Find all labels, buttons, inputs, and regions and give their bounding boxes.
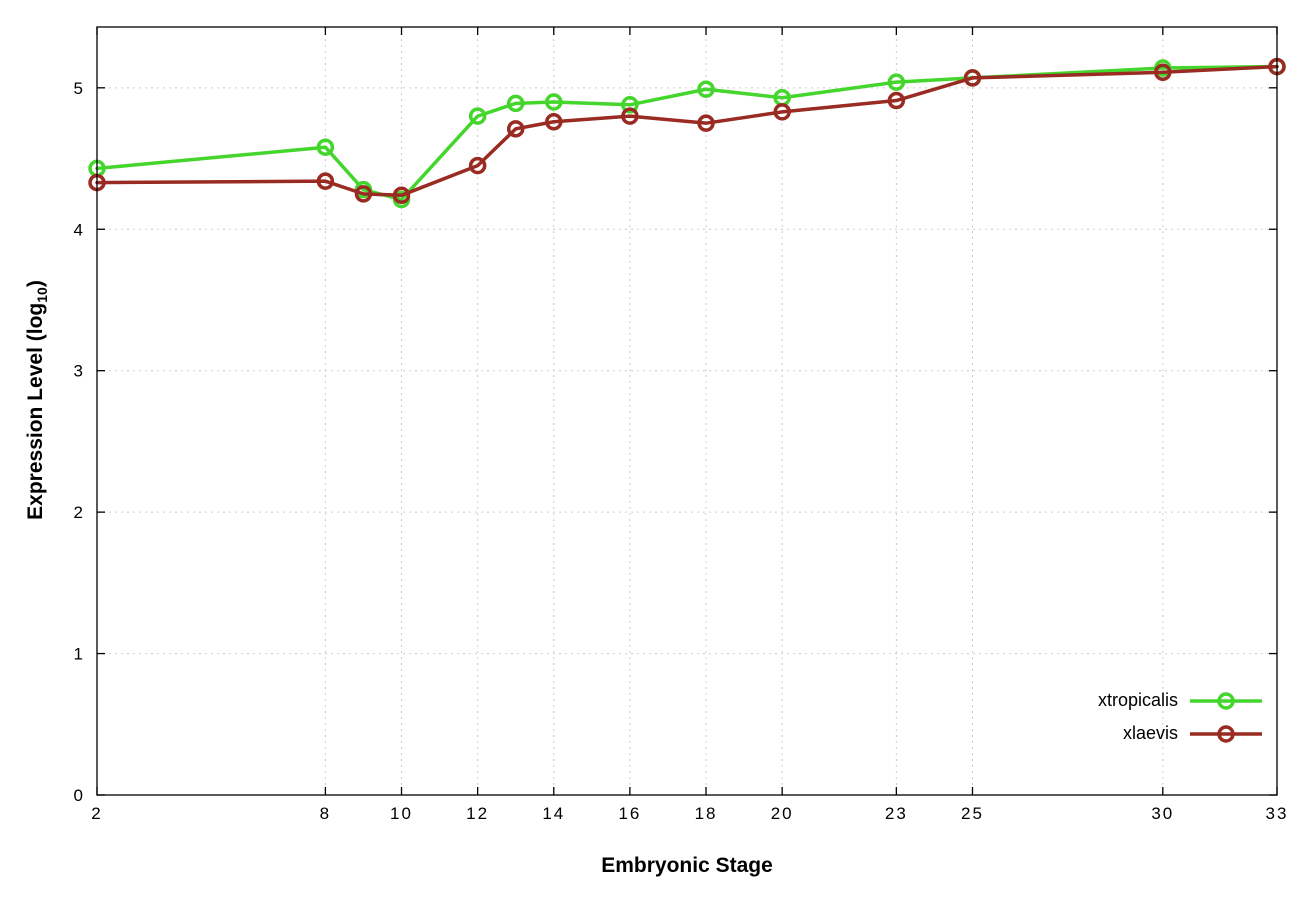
x-tick-label: 8 xyxy=(320,804,331,823)
data-point xyxy=(545,93,563,111)
x-tick-label: 20 xyxy=(771,804,794,823)
x-tick-label: 25 xyxy=(961,804,984,823)
series-line xyxy=(95,64,1279,198)
data-point xyxy=(392,186,411,205)
grid-lines xyxy=(96,27,1278,795)
x-tick-label: 16 xyxy=(618,804,641,823)
legend-label-xlaevis: xlaevis xyxy=(1122,723,1178,743)
data-point xyxy=(354,185,373,203)
legend-sample-xtropicalis xyxy=(1190,691,1262,710)
x-tick-label: 14 xyxy=(542,804,565,823)
legend-item-xtropicalis: xtropicalis xyxy=(1098,684,1264,717)
data-point xyxy=(545,113,563,131)
data-point xyxy=(316,138,335,156)
data-point xyxy=(468,156,487,175)
legend-label-xtropicalis: xtropicalis xyxy=(1097,690,1178,710)
legend-marker-icon xyxy=(1217,691,1235,710)
y-tick-label: 2 xyxy=(74,503,85,522)
data-point xyxy=(506,120,525,138)
data-point xyxy=(887,91,906,110)
legend-marker-icon xyxy=(1217,724,1235,743)
legend: xtropicalis xlaevis xyxy=(1098,684,1264,750)
legend-item-xlaevis: xlaevis xyxy=(1098,717,1264,750)
series-xlaevis xyxy=(88,57,1286,205)
y-axis-title: Expression Level (log10) xyxy=(24,280,50,520)
data-point xyxy=(1154,63,1172,82)
series-line xyxy=(95,64,1279,202)
data-point xyxy=(468,107,487,125)
y-tick-label: 4 xyxy=(74,220,85,239)
y-tick-label: 0 xyxy=(74,786,85,805)
data-point xyxy=(316,172,335,190)
y-tick-label: 1 xyxy=(74,645,85,664)
x-tick-label: 18 xyxy=(695,804,718,823)
y-tick-label: 3 xyxy=(74,362,85,381)
data-point xyxy=(697,80,715,98)
data-point xyxy=(773,103,791,121)
y-axis-title-text: Expression Level (log xyxy=(23,302,47,520)
x-tick-label: 23 xyxy=(885,804,908,823)
x-tick-label: 30 xyxy=(1151,804,1174,823)
x-tick-label: 12 xyxy=(466,804,489,823)
data-point xyxy=(506,94,525,113)
y-tick-label: 5 xyxy=(74,79,85,98)
data-point xyxy=(621,96,639,114)
y-axis-title-subscript: 10 xyxy=(34,287,51,303)
legend-sample-xlaevis xyxy=(1190,724,1262,743)
x-tick-label: 10 xyxy=(390,804,413,823)
x-tick-label: 33 xyxy=(1266,804,1289,823)
data-point xyxy=(963,69,982,87)
x-axis-title: Embryonic Stage xyxy=(601,854,773,877)
x-tick-label: 2 xyxy=(91,804,102,823)
data-point xyxy=(621,107,639,125)
y-axis-title-suffix: ) xyxy=(23,280,47,288)
data-point xyxy=(697,114,715,132)
axes-border xyxy=(96,26,1278,796)
series-xtropicalis xyxy=(88,57,1286,209)
data-point xyxy=(887,73,906,91)
